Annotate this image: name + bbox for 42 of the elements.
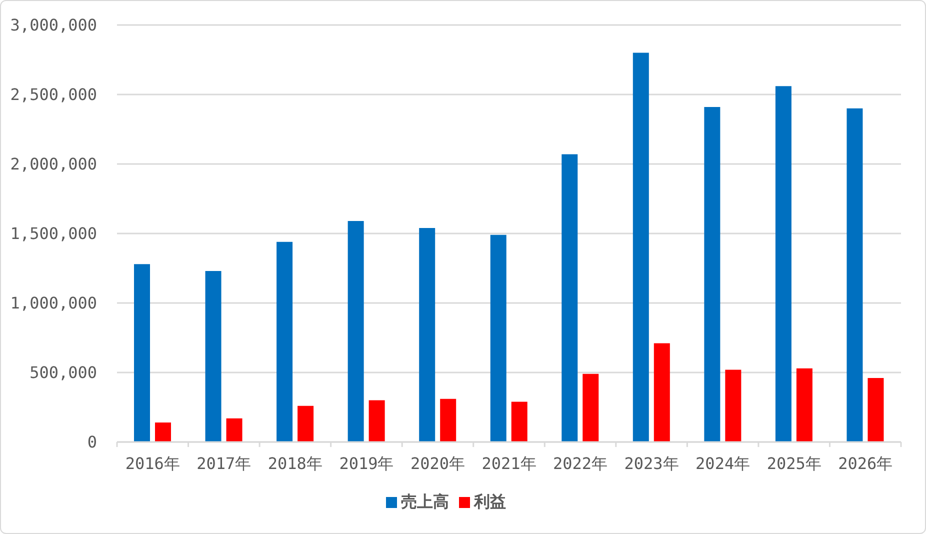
bar <box>276 242 293 442</box>
y-tick-label: 1,000,000 <box>10 294 97 313</box>
bar <box>654 343 670 442</box>
bar <box>725 370 742 442</box>
bar <box>419 228 436 442</box>
y-tick-label: 0 <box>87 432 97 452</box>
y-tick-label: 2,500,000 <box>10 85 97 104</box>
bar <box>582 374 599 442</box>
y-tick-label: 500,000 <box>30 363 97 382</box>
bar <box>796 368 812 442</box>
legend-label: 売上高 <box>401 492 449 511</box>
x-tick-label: 2021年 <box>482 454 536 473</box>
x-tick-label: 2019年 <box>339 454 394 473</box>
x-tick-label: 2020年 <box>410 454 465 473</box>
bar <box>704 107 720 442</box>
bar <box>155 422 171 442</box>
x-tick-label: 2018年 <box>268 454 322 473</box>
x-tick-label: 2024年 <box>696 454 750 473</box>
bar <box>205 271 222 442</box>
x-tick-label: 2025年 <box>766 454 822 473</box>
bar <box>348 220 364 442</box>
bar <box>490 234 506 442</box>
bar <box>226 418 242 442</box>
bar <box>846 108 863 442</box>
bar <box>562 154 578 442</box>
bar <box>775 86 792 442</box>
legend-label: 利益 <box>474 492 506 511</box>
x-tick-label: 2023年 <box>624 454 679 473</box>
bar <box>368 400 385 442</box>
bar <box>134 264 150 442</box>
y-tick-label: 2,000,000 <box>10 154 97 174</box>
x-tick-label: 2016年 <box>125 454 180 473</box>
x-tick-label: 2026年 <box>838 454 893 473</box>
y-tick-label: 3,000,000 <box>10 16 97 35</box>
x-tick-label: 2022年 <box>553 454 608 473</box>
bar <box>632 52 649 442</box>
bar <box>511 402 528 442</box>
bar <box>440 398 456 442</box>
x-tick-label: 2017年 <box>196 454 252 473</box>
bar <box>868 378 884 442</box>
bar <box>298 406 314 442</box>
y-tick-label: 1,500,000 <box>10 224 97 244</box>
